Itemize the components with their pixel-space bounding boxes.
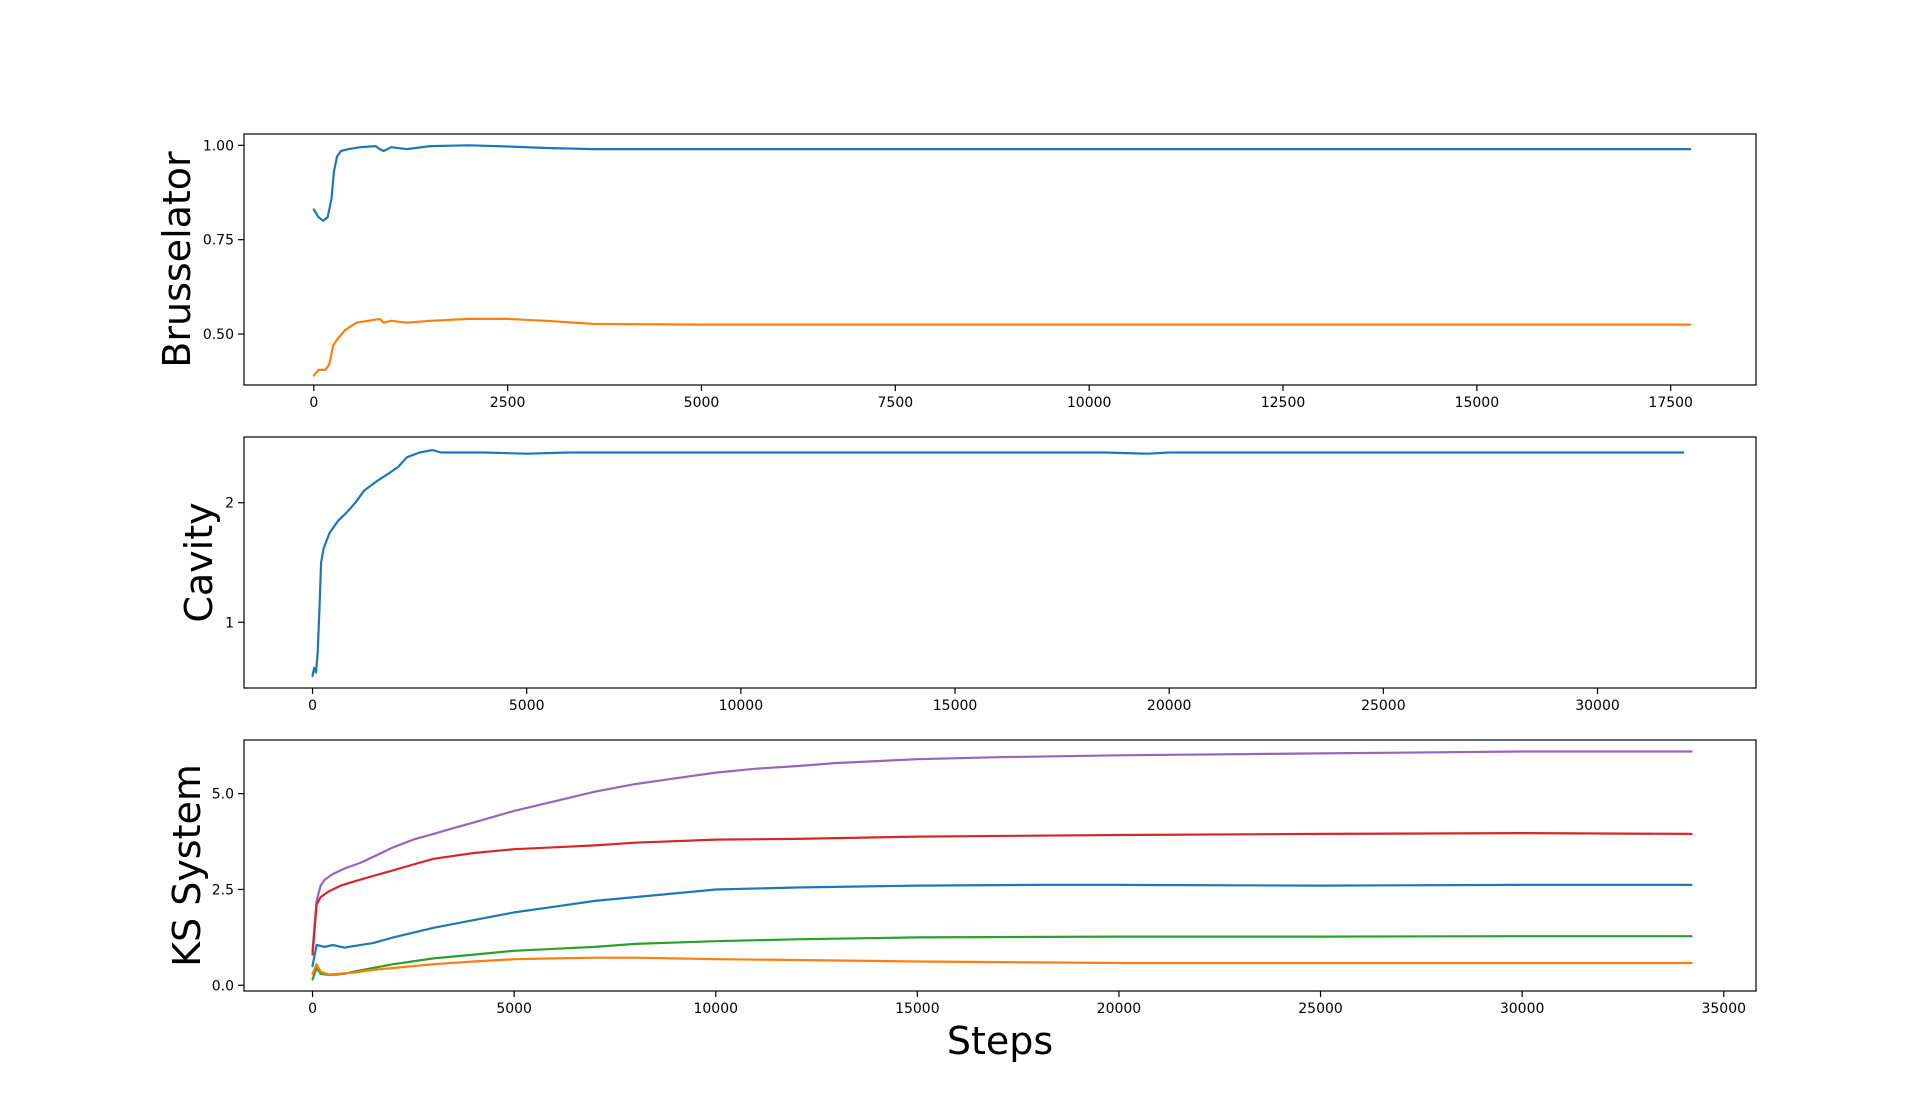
x-tick-label: 30000 xyxy=(1500,1001,1545,1017)
panel-3: 0 5000 10000 15000 20000 25000 30000 35000 0.0 2.… xyxy=(165,739,1757,1063)
x-tick-label: 25000 xyxy=(1298,1001,1343,1017)
axes-frame xyxy=(243,739,1757,992)
y-tick-label: 0.50 xyxy=(203,327,234,343)
x-tick-label: 10000 xyxy=(693,1001,738,1017)
x-tick-label: 25000 xyxy=(1361,698,1406,714)
x-tick-label: 5000 xyxy=(509,698,545,714)
panels: 0 2500 5000 7500 10000 12500 15000 175000.500.7… xyxy=(155,133,1757,1063)
series-line-1 xyxy=(311,750,1693,952)
x-tick-label: 2500 xyxy=(490,395,526,411)
x-tick-label: 10000 xyxy=(1067,395,1112,411)
series-line-4 xyxy=(311,935,1693,981)
x-tick-label: 35000 xyxy=(1701,1001,1746,1017)
x-axis-label: Steps xyxy=(947,1019,1053,1063)
series-line-1 xyxy=(312,144,1692,222)
y-tick-label: 0.0 xyxy=(212,978,234,994)
x-tick-label: 12500 xyxy=(1261,395,1306,411)
y-tick-label: 1.00 xyxy=(203,138,234,154)
series-line-2 xyxy=(312,317,1692,377)
y-axis-label: Cavity xyxy=(177,502,221,622)
axes-frame xyxy=(243,436,1757,689)
y-tick-label: 1 xyxy=(225,615,234,631)
series-line-3 xyxy=(311,883,1693,968)
y-axis-label: Brusselator xyxy=(155,151,199,368)
x-tick-label: 15000 xyxy=(933,698,978,714)
axes-frame xyxy=(243,133,1757,386)
series-line-2 xyxy=(311,832,1693,956)
x-tick-label: 7500 xyxy=(878,395,914,411)
y-tick-label: 0.75 xyxy=(203,233,234,249)
x-tick-label: 0 xyxy=(308,698,317,714)
x-tick-label: 15000 xyxy=(895,1001,940,1017)
x-tick-label: 10000 xyxy=(719,698,764,714)
x-tick-label: 30000 xyxy=(1575,698,1620,714)
x-tick-label: 20000 xyxy=(1147,698,1192,714)
x-tick-label: 0 xyxy=(308,1001,317,1017)
x-tick-label: 15000 xyxy=(1455,395,1500,411)
x-tick-label: 5000 xyxy=(684,395,720,411)
series-line-1 xyxy=(311,449,1685,678)
y-tick-label: 2 xyxy=(225,496,234,512)
x-tick-label: 20000 xyxy=(1097,1001,1142,1017)
y-axis-label: KS System xyxy=(165,764,209,967)
series-line-5 xyxy=(311,956,1693,976)
y-tick-label: 2.5 xyxy=(212,882,234,898)
x-tick-label: 0 xyxy=(309,395,318,411)
x-tick-label: 5000 xyxy=(496,1001,532,1017)
x-tick-label: 17500 xyxy=(1648,395,1693,411)
panel-1: 0 2500 5000 7500 10000 12500 15000 17500 0.50 0.7… xyxy=(155,133,1757,411)
y-tick-label: 5.0 xyxy=(212,787,234,803)
